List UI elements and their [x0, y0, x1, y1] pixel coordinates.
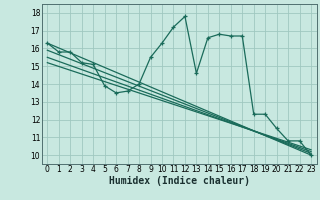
- X-axis label: Humidex (Indice chaleur): Humidex (Indice chaleur): [109, 176, 250, 186]
